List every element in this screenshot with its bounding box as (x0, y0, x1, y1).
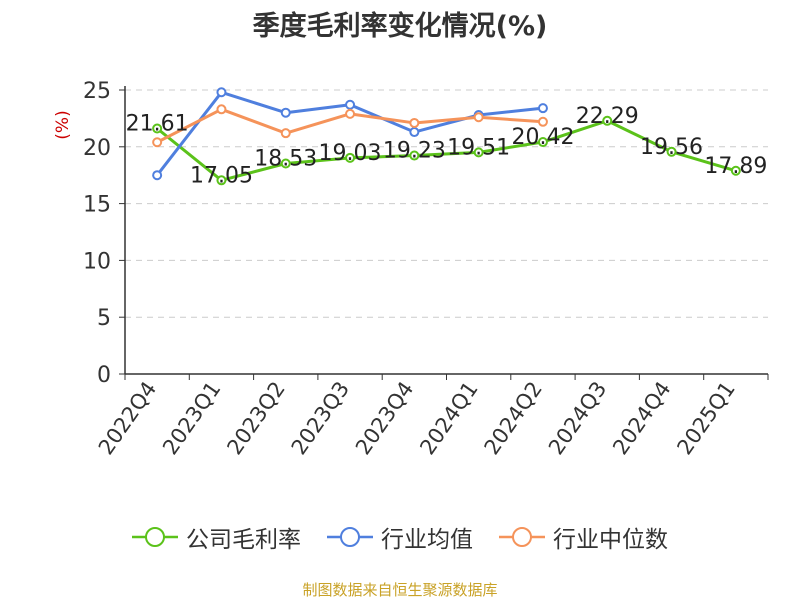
series-point-2 (473, 112, 484, 123)
y-tick-label: 25 (83, 79, 111, 104)
x-tick-label: 2024Q4 (608, 377, 675, 459)
grid-layer (125, 89, 768, 318)
data-label: 21.61 (126, 112, 189, 137)
data-label: 18.53 (254, 146, 317, 171)
y-tick-label: 5 (97, 306, 111, 331)
legend-marker-icon (327, 527, 373, 547)
series-point-1 (409, 127, 420, 138)
data-label: 19.03 (319, 141, 382, 166)
x-tick-label: 2023Q1 (158, 377, 225, 459)
series-point-1 (280, 107, 291, 118)
series-point-0 (602, 115, 613, 126)
data-label: 22.29 (576, 104, 639, 129)
legend-label: 行业中位数 (553, 527, 668, 553)
series-point-0 (345, 152, 356, 163)
legend-label: 行业均值 (381, 527, 473, 553)
series-point-2 (409, 117, 420, 128)
series-point-1 (152, 170, 163, 181)
series-point-0 (280, 158, 291, 169)
legend-item-industry-mean[interactable]: 行业均值 (327, 520, 473, 554)
x-tick-label: 2022Q4 (94, 377, 161, 459)
series-point-1 (345, 99, 356, 110)
series-layer (152, 87, 741, 186)
series-point-2 (537, 116, 548, 127)
data-label: 17.05 (190, 163, 253, 188)
data-label: 19.56 (640, 135, 703, 160)
series-point-2 (280, 128, 291, 139)
chart-title: 季度毛利率变化情况(%) (252, 11, 548, 42)
legend-item-company[interactable]: 公司毛利率 (132, 520, 301, 554)
series-line-0 (156, 119, 737, 182)
x-tick-label: 2023Q3 (287, 377, 354, 459)
source-note: 制图数据来自恒生聚源数据库 (302, 581, 498, 599)
y-tick-label: 20 (83, 136, 111, 161)
series-point-1 (537, 103, 548, 114)
data-label: 20.42 (511, 125, 574, 150)
series-point-0 (216, 175, 227, 186)
x-tick-label: 2025Q1 (672, 377, 739, 459)
series-point-1 (216, 87, 227, 98)
data-label: 19.51 (447, 135, 510, 160)
legend-item-industry-median[interactable]: 行业中位数 (499, 520, 668, 554)
data-label: 19.23 (383, 139, 446, 164)
series-point-2 (345, 108, 356, 119)
series-point-2 (216, 104, 227, 115)
series-point-0 (152, 123, 163, 134)
y-axis-label: (%) (53, 110, 73, 139)
series-point-0 (473, 147, 484, 158)
legend-marker-icon (499, 527, 545, 547)
y-tick-label: 15 (83, 193, 111, 218)
x-tick-label: 2024Q2 (480, 377, 547, 459)
legend-marker-icon (132, 527, 178, 547)
x-tick-label: 2023Q2 (222, 377, 289, 459)
legend-label: 公司毛利率 (186, 527, 301, 553)
x-tick-label: 2023Q4 (351, 377, 418, 459)
legend: 公司毛利率 行业均值 行业中位数 (0, 520, 800, 554)
series-point-0 (666, 146, 677, 157)
y-tick-label: 0 (97, 363, 111, 388)
series-point-2 (152, 137, 163, 148)
y-tick-label: 10 (83, 249, 111, 274)
x-tick-label: 2024Q3 (544, 377, 611, 459)
data-label: 17.89 (704, 154, 767, 179)
series-point-0 (730, 165, 741, 176)
series-point-0 (409, 150, 420, 161)
x-tick-label: 2024Q1 (415, 377, 482, 459)
series-point-0 (537, 137, 548, 148)
